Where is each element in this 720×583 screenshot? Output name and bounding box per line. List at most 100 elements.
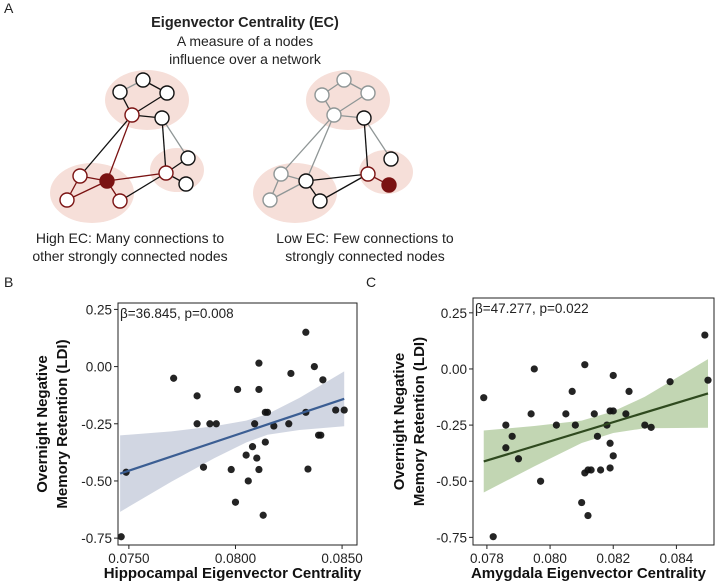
data-point (704, 376, 712, 384)
regression-line (119, 397, 345, 475)
y-tick-label: 0.00 (86, 360, 112, 375)
y-tick-label: 0.00 (441, 362, 467, 377)
network-edge (305, 114, 335, 182)
network-node (112, 193, 128, 209)
network-node (314, 87, 330, 103)
confidence-band (483, 359, 708, 493)
data-point (244, 477, 252, 485)
data-point (285, 420, 293, 428)
data-point (248, 443, 257, 451)
highlighted-node (381, 177, 397, 193)
data-point (568, 387, 576, 396)
data-point (317, 431, 325, 439)
network-node (336, 72, 352, 88)
chart-c: 0.078 0.080 0.082 0.084 0.25 0.00 -0.25 -0.50 -0… (391, 297, 715, 582)
ec-title: Eigenvector Centrality (EC) (151, 15, 339, 31)
data-point (242, 451, 250, 459)
data-point (489, 533, 497, 541)
data-point (117, 533, 125, 541)
y-tick-label: -0.75 (436, 530, 467, 545)
data-point (212, 420, 220, 428)
data-point (530, 365, 538, 373)
y-tick-label: 0.25 (86, 302, 112, 317)
cluster-ellipse (253, 163, 337, 223)
network-node (356, 110, 372, 126)
data-point (310, 362, 318, 371)
data-point (536, 477, 545, 485)
network-edge (319, 173, 369, 202)
data-point (590, 410, 598, 418)
data-point (625, 387, 633, 396)
high-ec-caption-line2: other strongly connected nodes (32, 248, 228, 264)
data-point (227, 465, 235, 474)
network-node (360, 166, 376, 182)
x-tick-label: 0.084 (660, 551, 694, 566)
plot-frame (472, 297, 715, 546)
cluster-ellipse (359, 150, 413, 194)
data-point (170, 374, 178, 382)
highlighted-node (99, 173, 115, 189)
data-point (319, 376, 327, 384)
network-node (178, 176, 194, 192)
data-point (593, 432, 602, 440)
network-node (154, 110, 170, 126)
y-tick-label: -0.75 (81, 531, 112, 546)
data-point (502, 421, 510, 429)
regression-line (483, 392, 709, 463)
data-point (514, 455, 523, 463)
data-point (587, 466, 595, 474)
y-tick-label: -0.50 (436, 474, 467, 489)
panel-b-label: B (4, 274, 14, 290)
data-point (231, 498, 240, 506)
network-edge (119, 172, 167, 202)
x-axis-label: Hippocampal Eigenvector Centrality (104, 565, 362, 582)
low-ec-caption-line2: strongly connected nodes (285, 248, 445, 264)
network-node (159, 85, 175, 101)
data-point (527, 410, 535, 418)
x-tick-label: 0.0850 (321, 551, 362, 566)
data-point (584, 511, 592, 520)
data-point (606, 439, 614, 447)
data-point (234, 385, 242, 394)
high-ec-caption-line1: High EC: Many connections to (35, 230, 225, 246)
data-point (340, 406, 348, 414)
data-point (502, 444, 510, 452)
network-node (360, 85, 376, 101)
network-edge (161, 117, 167, 174)
data-point (251, 420, 259, 428)
stats-annotation: β=47.277, p=0.022 (475, 301, 589, 316)
network-node (180, 150, 196, 166)
data-point (263, 408, 272, 416)
data-point (552, 421, 560, 429)
data-point (666, 378, 674, 386)
y-tick-label: 0.25 (441, 306, 467, 321)
y-tick-label: -0.50 (81, 474, 112, 489)
x-tick-label: 0.0750 (108, 551, 149, 566)
data-point (206, 420, 214, 428)
x-tick-label: 0.0800 (215, 551, 256, 566)
data-point (606, 464, 614, 472)
y-axis-label-line2: Memory Retention (LDI) (411, 337, 428, 506)
data-point (647, 423, 655, 431)
data-point (199, 463, 208, 471)
y-axis-label-line2: Memory Retention (LDI) (54, 339, 71, 508)
network-node (124, 107, 140, 123)
confidence-band (120, 371, 345, 512)
network-node (72, 168, 88, 184)
network-node (298, 173, 314, 189)
data-point (255, 385, 263, 394)
x-tick-label: 0.080 (533, 551, 567, 566)
data-point (597, 466, 605, 474)
data-point (609, 407, 617, 415)
data-point (571, 421, 579, 429)
data-point (259, 511, 267, 519)
data-point (193, 420, 201, 428)
network-node (59, 192, 75, 208)
data-point (701, 331, 709, 339)
ec-subtitle-line1: A measure of a nodes (176, 33, 314, 49)
chart-b: 0.0750 0.0800 0.0850 0.25 0.00 -0.25 -0.50 -0.7… (34, 302, 363, 582)
data-point (332, 406, 340, 414)
data-point (581, 361, 589, 369)
x-tick-label: 0.078 (470, 551, 504, 566)
